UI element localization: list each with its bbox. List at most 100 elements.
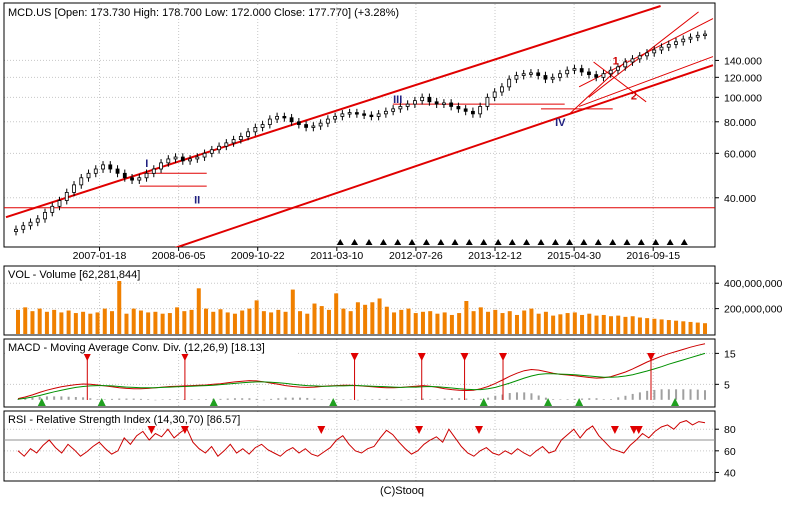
macd-histogram-bar: [479, 398, 482, 400]
macd-histogram-bar: [675, 389, 678, 400]
volume-bar: [695, 322, 700, 334]
macd-histogram-bar: [139, 398, 142, 400]
volume-bar: [204, 308, 209, 334]
volume-bar: [52, 309, 57, 334]
candle-body: [43, 212, 47, 220]
macd-histogram-bar: [407, 399, 410, 400]
volume-bar: [587, 313, 592, 334]
volume-bar: [522, 310, 527, 334]
rsi-line: [17, 420, 706, 457]
volume-bar: [247, 308, 252, 334]
dividend-marker: [680, 239, 688, 245]
macd-histogram-bar: [689, 389, 692, 400]
macd-histogram-bar: [226, 398, 229, 400]
candle-body: [151, 168, 156, 174]
volume-bar: [406, 308, 411, 334]
volume-bar: [623, 316, 628, 334]
candle-body: [101, 164, 105, 170]
macd-histogram-bar: [262, 399, 265, 401]
rsi-sell-marker: [475, 426, 484, 434]
macd-histogram-bar: [284, 397, 287, 400]
volume-bar: [377, 298, 382, 334]
candle-body: [688, 36, 693, 40]
volume-bar: [138, 310, 143, 334]
dividend-marker: [465, 239, 473, 245]
candle-body: [28, 221, 33, 227]
volume-bar: [312, 303, 317, 334]
macd-signal-line: [17, 352, 706, 400]
macd-histogram-bar: [154, 399, 157, 401]
wave-label-2: 2: [631, 91, 637, 103]
volume-bar: [471, 311, 476, 334]
macd-buy-marker: [671, 398, 680, 406]
macd-histogram-bar: [17, 399, 19, 400]
wave-label-1: 1: [613, 55, 619, 67]
volume-bar: [160, 313, 165, 334]
rsi-axis-label: 80: [724, 424, 736, 436]
candle-body: [637, 55, 642, 60]
volume-bar: [384, 306, 389, 334]
date-axis-label: 2007-01-18: [73, 250, 127, 262]
wave-label-III: III: [393, 94, 402, 106]
macd-histogram-bar: [566, 399, 569, 400]
candle-body: [64, 192, 69, 201]
date-axis-label: 2013-12-12: [468, 250, 522, 262]
candle-body: [478, 106, 483, 115]
volume-bar: [507, 311, 512, 334]
dividend-marker: [609, 239, 617, 245]
macd-histogram-bar: [24, 398, 27, 400]
macd-histogram-bar: [255, 398, 258, 400]
candle-body: [130, 177, 134, 181]
macd-histogram-bar: [638, 392, 641, 400]
volume-bar: [601, 314, 606, 334]
candle-body: [224, 142, 229, 147]
rsi-sell-marker: [317, 426, 326, 434]
macd-histogram-bar: [429, 399, 432, 400]
candle-body: [79, 177, 84, 186]
volume-bar: [319, 306, 324, 334]
macd-histogram-bar: [111, 398, 114, 400]
macd-histogram-bar: [458, 398, 461, 400]
volume-bar: [326, 309, 331, 334]
volume-bar: [565, 313, 570, 334]
candle-body: [296, 121, 301, 125]
dividend-marker: [637, 239, 645, 245]
dividend-marker: [580, 239, 588, 245]
volume-bar: [153, 311, 158, 334]
volume-bar: [189, 309, 194, 334]
macd-histogram-bar: [219, 398, 222, 400]
volume-bar: [30, 311, 35, 334]
dividend-marker: [437, 239, 445, 245]
macd-histogram-bar: [465, 398, 468, 400]
candle-body: [616, 66, 620, 71]
volume-bar: [44, 311, 49, 334]
price-axis-label: 140.000: [724, 55, 762, 67]
dividend-marker: [652, 239, 660, 245]
dividend-marker: [494, 239, 502, 245]
macd-histogram-bar: [559, 399, 562, 400]
macd-histogram-bar: [132, 398, 135, 400]
dividend-marker: [351, 239, 359, 245]
volume-bar: [493, 309, 498, 334]
dividend-marker: [379, 239, 387, 245]
volume-bar: [666, 320, 671, 334]
rsi-axis-label: 40: [724, 467, 736, 479]
macd-axis-label: 5: [724, 379, 730, 391]
macd-histogram-bar: [270, 398, 273, 400]
price-axis-label: 60.000: [724, 148, 756, 160]
price-axis-label: 40.000: [724, 193, 756, 205]
candle-body: [289, 117, 294, 123]
candle-body: [122, 172, 127, 179]
candle-body: [601, 73, 606, 78]
candle-body: [333, 116, 338, 120]
candle-body: [362, 113, 367, 116]
candle-body: [159, 162, 163, 170]
volume-bar: [580, 314, 585, 334]
candle-body: [645, 52, 649, 57]
macd-histogram-bar: [67, 396, 70, 400]
rsi-panel-title: RSI - Relative Strength Index (14,30,70)…: [8, 414, 240, 426]
volume-bar: [95, 312, 100, 334]
candle-body: [681, 38, 686, 43]
volume-bar: [283, 311, 288, 334]
